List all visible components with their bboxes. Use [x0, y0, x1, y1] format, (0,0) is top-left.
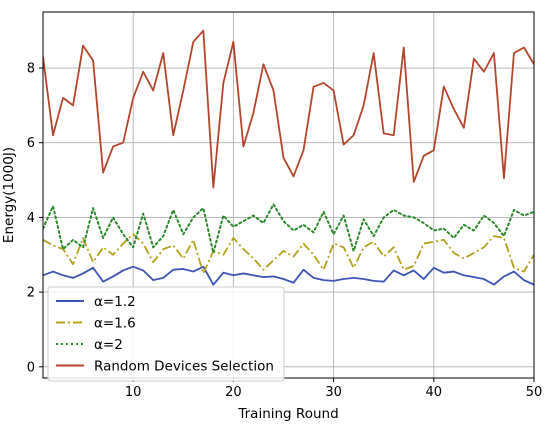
y-tick-label: 2 — [27, 286, 35, 301]
plot-frame — [42, 11, 535, 379]
x-tick-label: 40 — [426, 385, 443, 400]
y-axis-ticks: 0 2 4 6 8 — [27, 62, 43, 375]
legend-box — [47, 286, 285, 382]
x-axis-label: Training Round — [237, 406, 338, 422]
x-axis-ticks: 10 20 30 40 50 — [125, 378, 542, 400]
x-tick-label: 50 — [526, 385, 543, 400]
legend-label-2: α=1.6 — [94, 316, 136, 332]
series-layer — [43, 29, 534, 286]
series-line-1 — [43, 265, 534, 286]
legend-label-4: Random Devices Selection — [94, 359, 274, 375]
legend-label-1: α=1.2 — [94, 294, 136, 310]
x-tick-label: 10 — [125, 385, 142, 400]
series-line-2 — [43, 233, 534, 275]
series-line-4 — [43, 29, 534, 189]
y-tick-label: 4 — [27, 211, 35, 226]
series-line-3 — [43, 203, 534, 254]
x-tick-label: 30 — [325, 385, 342, 400]
x-tick-label: 20 — [225, 385, 242, 400]
y-axis-label: Energy(1000J) — [1, 147, 17, 243]
legend-label-3: α=2 — [94, 337, 123, 353]
y-tick-label: 0 — [27, 360, 35, 375]
y-tick-label: 6 — [27, 136, 35, 151]
legend: α=1.2 α=1.6 α=2 Random Devices Selection — [47, 286, 285, 382]
y-tick-label: 8 — [27, 62, 35, 77]
